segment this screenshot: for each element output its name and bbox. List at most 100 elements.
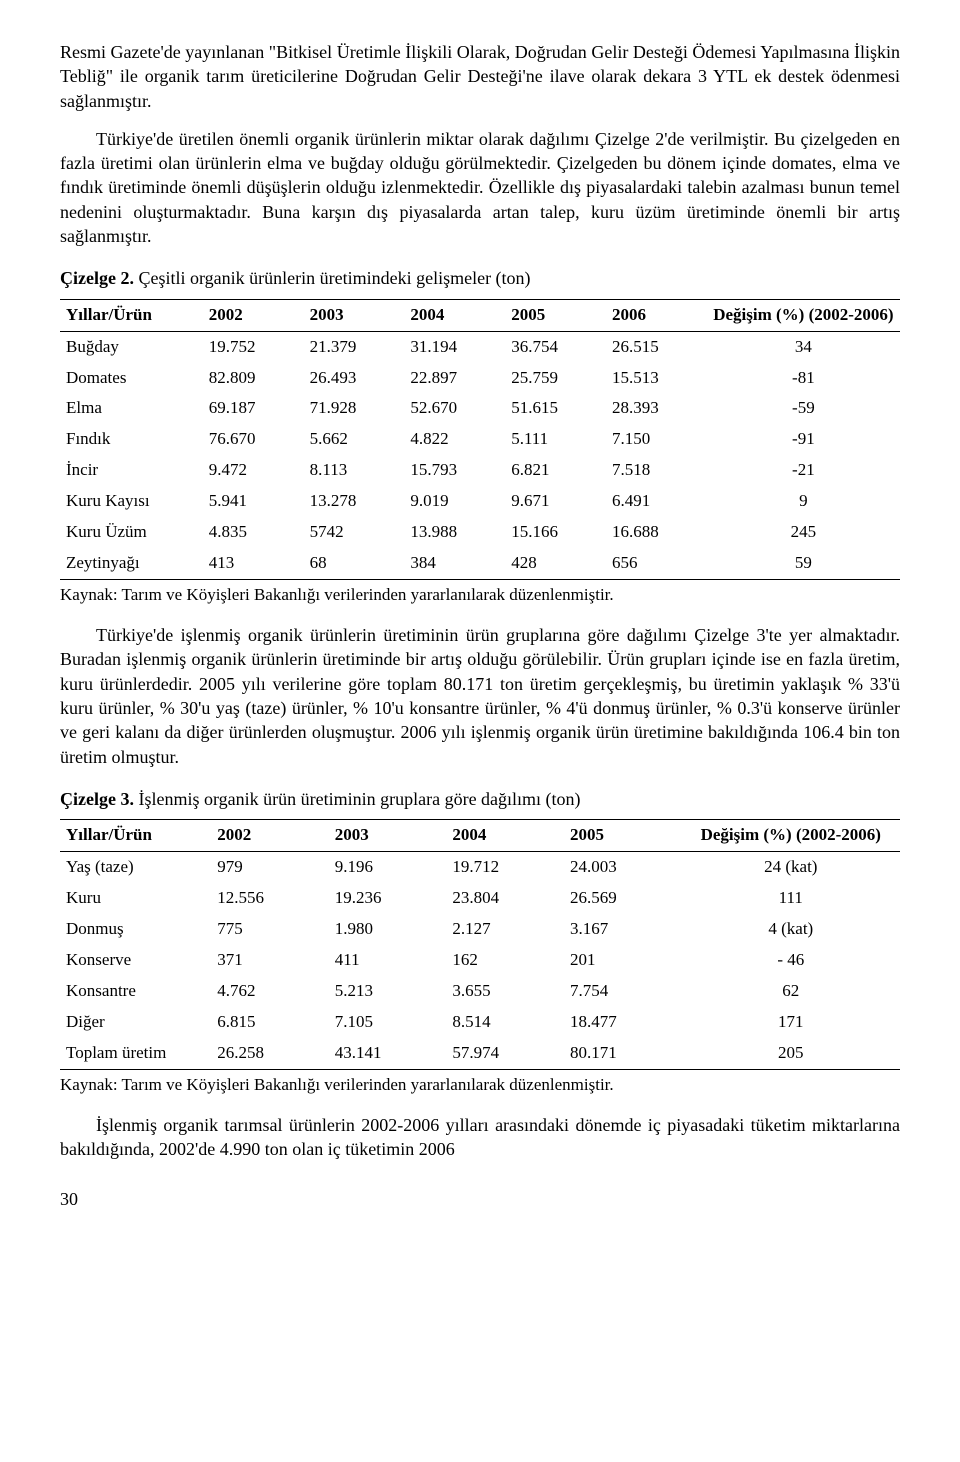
table-row: Kuru Üzüm4.835574213.98815.16616.688245 (60, 517, 900, 548)
table-row: Konsantre4.7625.2133.6557.75462 (60, 976, 900, 1007)
table3-title-rest: İşlenmiş organik ürün üretiminin gruplar… (134, 789, 581, 809)
table2-h6: Değişim (%) (2002-2006) (707, 299, 900, 331)
table-cell: 5742 (304, 517, 405, 548)
table-cell: 7.754 (564, 976, 682, 1007)
table-row: İncir9.4728.11315.7936.8217.518-21 (60, 455, 900, 486)
table3-h4: 2005 (564, 820, 682, 852)
table-cell: 68 (304, 548, 405, 579)
table-cell: 1.980 (329, 914, 447, 945)
table-cell: Kuru Üzüm (60, 517, 203, 548)
table-cell: -59 (707, 393, 900, 424)
table-cell: İncir (60, 455, 203, 486)
table-cell: 13.988 (404, 517, 505, 548)
table-cell: 59 (707, 548, 900, 579)
table-cell: 5.111 (505, 424, 606, 455)
table-cell: 76.670 (203, 424, 304, 455)
table-cell: Toplam üretim (60, 1038, 211, 1069)
table-cell: 51.615 (505, 393, 606, 424)
table-cell: 2.127 (446, 914, 564, 945)
table-cell: 4.822 (404, 424, 505, 455)
table-cell: 21.379 (304, 331, 405, 362)
table3-h1: 2002 (211, 820, 329, 852)
table-cell: 26.493 (304, 363, 405, 394)
table-cell: Konsantre (60, 976, 211, 1007)
table-cell: 371 (211, 945, 329, 976)
table-row: Konserve371411162201- 46 (60, 945, 900, 976)
table-cell: 19.752 (203, 331, 304, 362)
table-cell: -91 (707, 424, 900, 455)
table-cell: 62 (682, 976, 900, 1007)
table-cell: 4 (kat) (682, 914, 900, 945)
table-cell: 4.835 (203, 517, 304, 548)
table2-h0: Yıllar/Ürün (60, 299, 203, 331)
table3-source: Kaynak: Tarım ve Köyişleri Bakanlığı ver… (60, 1074, 900, 1097)
table-cell: 5.213 (329, 976, 447, 1007)
table2-header-row: Yıllar/Ürün 2002 2003 2004 2005 2006 Değ… (60, 299, 900, 331)
table3-title-bold: Çizelge 3. (60, 789, 134, 809)
table-cell: 22.897 (404, 363, 505, 394)
table2-h2: 2003 (304, 299, 405, 331)
table-cell: 26.569 (564, 883, 682, 914)
table-cell: 31.194 (404, 331, 505, 362)
table-row: Buğday19.75221.37931.19436.75426.51534 (60, 331, 900, 362)
table-cell: Kuru (60, 883, 211, 914)
table-row: Toplam üretim26.25843.14157.97480.171205 (60, 1038, 900, 1069)
table-cell: 71.928 (304, 393, 405, 424)
table-cell: 162 (446, 945, 564, 976)
table-cell: 26.258 (211, 1038, 329, 1069)
table2-h1: 2002 (203, 299, 304, 331)
table-cell: 69.187 (203, 393, 304, 424)
table-cell: 8.514 (446, 1007, 564, 1038)
table-row: Yaş (taze)9799.19619.71224.00324 (kat) (60, 852, 900, 883)
table-cell: 205 (682, 1038, 900, 1069)
table-cell: 7.105 (329, 1007, 447, 1038)
table-cell: 413 (203, 548, 304, 579)
table-cell: 7.518 (606, 455, 707, 486)
table-cell: Konserve (60, 945, 211, 976)
table2-title-rest: Çeşitli organik ürünlerin üretimindeki g… (134, 268, 531, 288)
table-row: Kuru12.55619.23623.80426.569111 (60, 883, 900, 914)
table-cell: 775 (211, 914, 329, 945)
table-cell: 9.671 (505, 486, 606, 517)
table-cell: 8.113 (304, 455, 405, 486)
table-row: Kuru Kayısı5.94113.2789.0199.6716.4919 (60, 486, 900, 517)
table-cell: 5.662 (304, 424, 405, 455)
table-cell: 15.513 (606, 363, 707, 394)
table-cell: Yaş (taze) (60, 852, 211, 883)
table-cell: 15.793 (404, 455, 505, 486)
page-number: 30 (60, 1187, 900, 1211)
table-cell: 57.974 (446, 1038, 564, 1069)
table3-h0: Yıllar/Ürün (60, 820, 211, 852)
table-cell: 5.941 (203, 486, 304, 517)
table-row: Domates82.80926.49322.89725.75915.513-81 (60, 363, 900, 394)
table-cell: 25.759 (505, 363, 606, 394)
table2-h3: 2004 (404, 299, 505, 331)
table-cell: Diğer (60, 1007, 211, 1038)
table-cell: 16.688 (606, 517, 707, 548)
table-cell: 12.556 (211, 883, 329, 914)
table-cell: 6.491 (606, 486, 707, 517)
table-row: Fındık76.6705.6624.8225.1117.150-91 (60, 424, 900, 455)
table-cell: 245 (707, 517, 900, 548)
table-cell: 24.003 (564, 852, 682, 883)
table-cell: 43.141 (329, 1038, 447, 1069)
table-row: Donmuş7751.9802.1273.1674 (kat) (60, 914, 900, 945)
table-cell: 9 (707, 486, 900, 517)
table-cell: 384 (404, 548, 505, 579)
table-cell: 411 (329, 945, 447, 976)
table-cell: Kuru Kayısı (60, 486, 203, 517)
table-cell: Domates (60, 363, 203, 394)
table-cell: 15.166 (505, 517, 606, 548)
table-cell: -81 (707, 363, 900, 394)
table-cell: 656 (606, 548, 707, 579)
paragraph-1: Resmi Gazete'de yayınlanan "Bitkisel Üre… (60, 40, 900, 113)
paragraph-3: Türkiye'de işlenmiş organik ürünlerin ür… (60, 623, 900, 769)
table-row: Elma69.18771.92852.67051.61528.393-59 (60, 393, 900, 424)
table3-h3: 2004 (446, 820, 564, 852)
table2-source: Kaynak: Tarım ve Köyişleri Bakanlığı ver… (60, 584, 900, 607)
table-cell: 19.712 (446, 852, 564, 883)
table-cell: 23.804 (446, 883, 564, 914)
table-cell: Zeytinyağı (60, 548, 203, 579)
table-cell: 6.821 (505, 455, 606, 486)
table-cell: 201 (564, 945, 682, 976)
